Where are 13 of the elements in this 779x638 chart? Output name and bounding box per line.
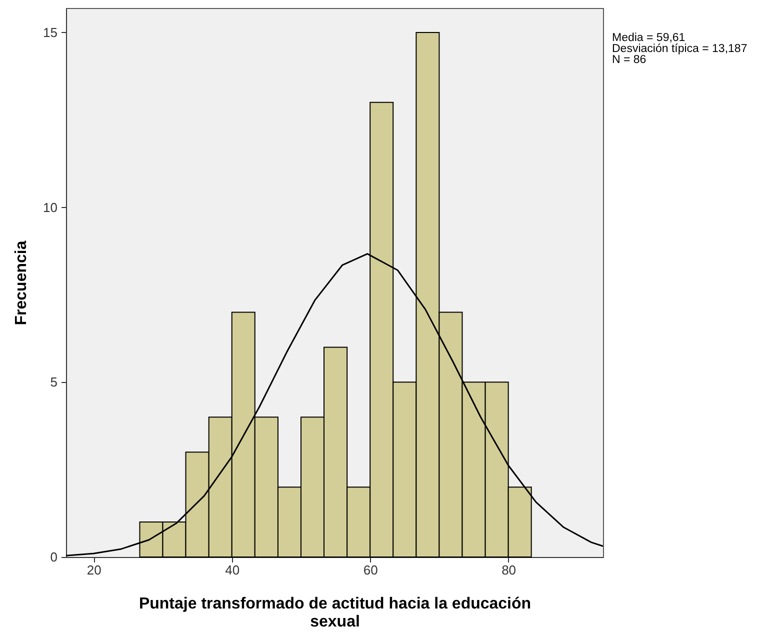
x-tick-label: 20	[86, 562, 102, 578]
y-axis-title: Frecuencia	[13, 240, 30, 326]
y-tick-label: 10	[43, 200, 58, 215]
x-tick-label: 60	[363, 562, 378, 578]
x-axis-title: Puntaje transformado de actitud hacia la educación sexual	[138, 596, 532, 630]
text: Desviación típica = 13,187	[612, 43, 748, 55]
y-tick-label: 0	[50, 550, 58, 564]
y-tick-label: 15	[43, 24, 58, 40]
x-tick-label: 40	[225, 562, 240, 578]
y-tick-label: 5	[50, 374, 58, 390]
text: N = 86	[612, 54, 646, 66]
x-tick-label: 80	[502, 562, 516, 578]
text: Media = 59,61	[612, 32, 686, 44]
